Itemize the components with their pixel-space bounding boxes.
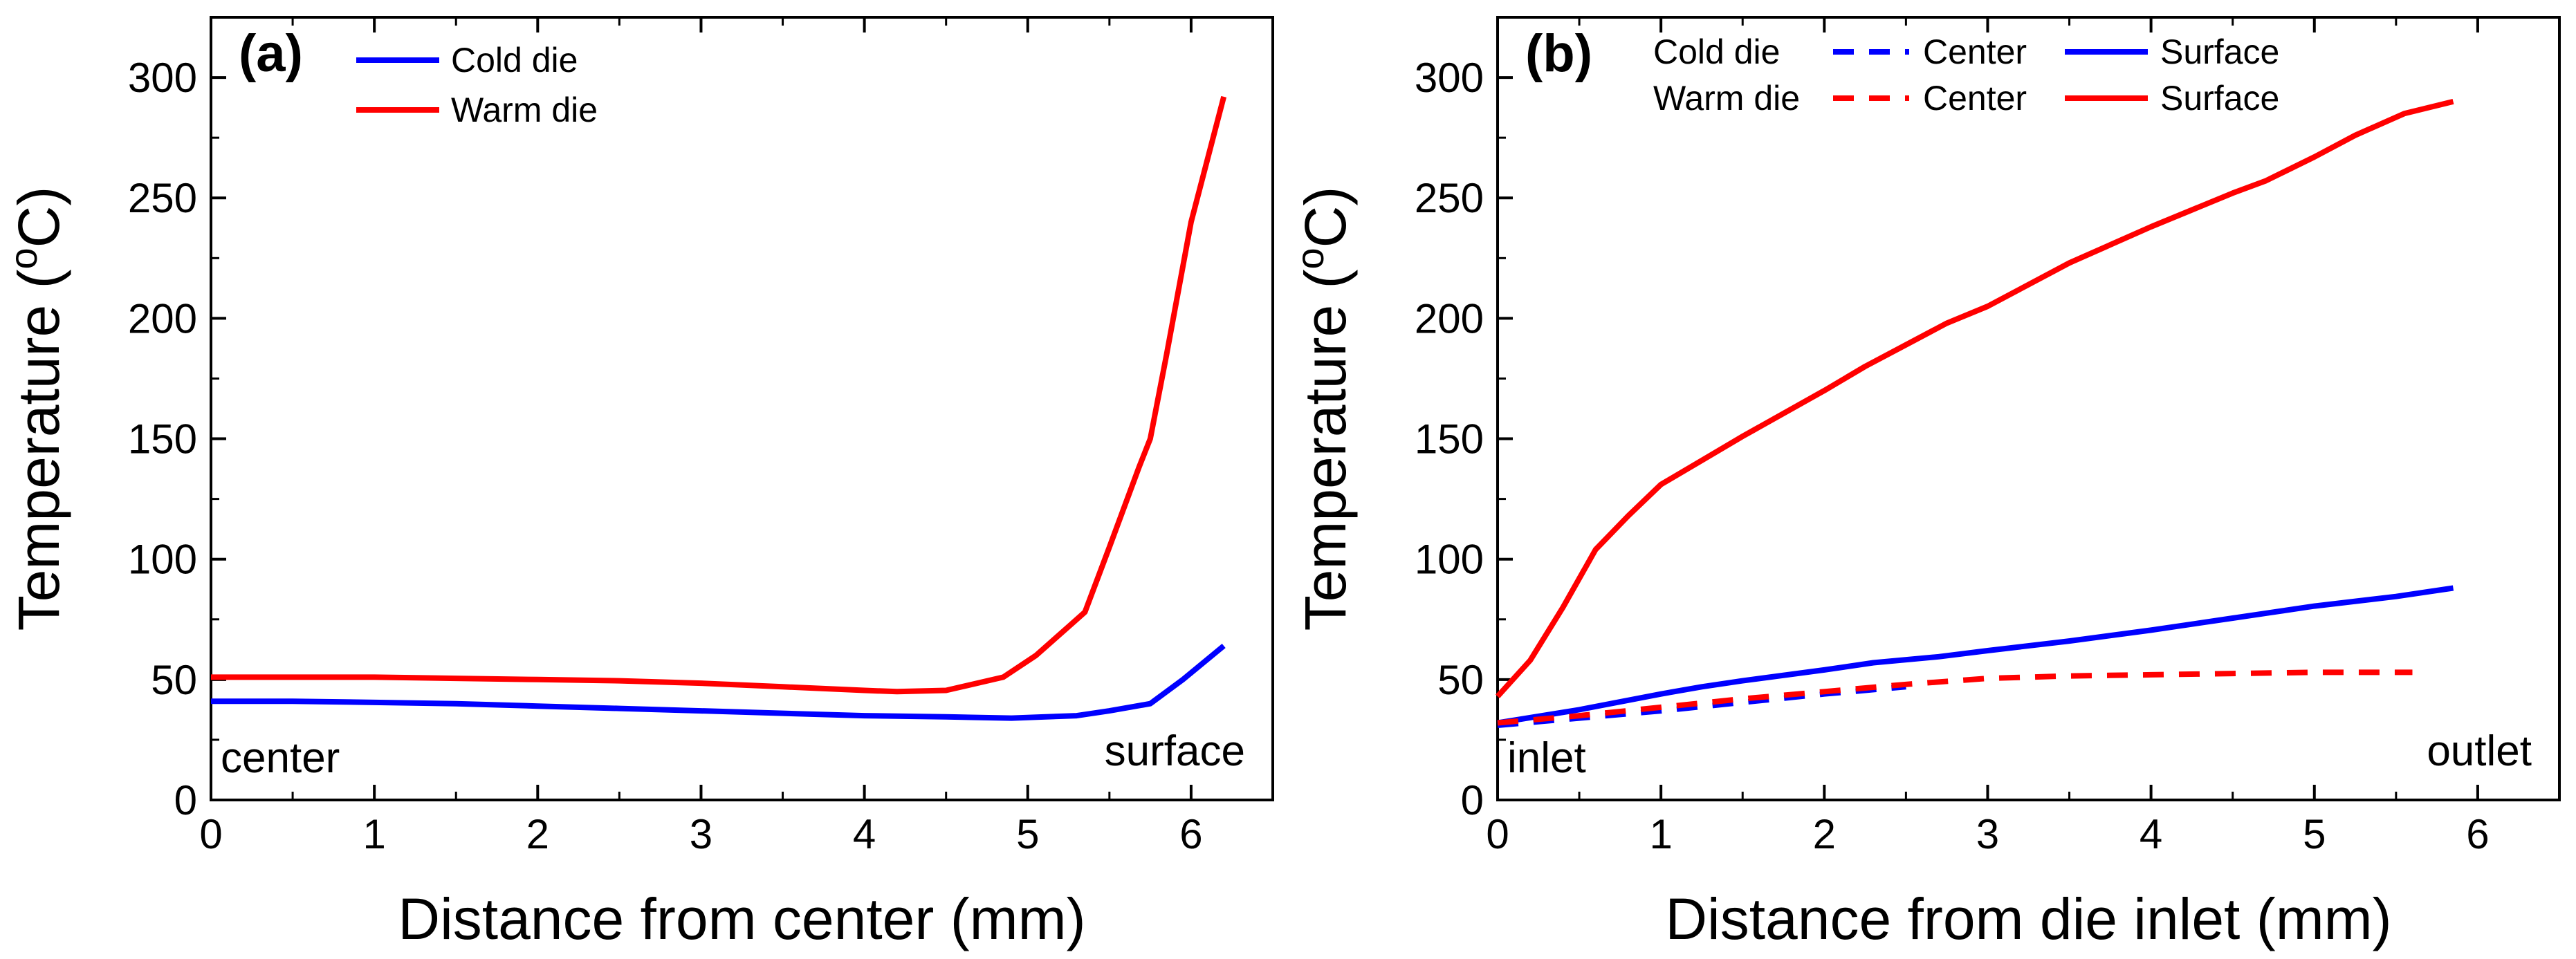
y-axis-title-main: Temperature (	[6, 269, 71, 631]
y-tick-label: 100	[1415, 537, 1484, 583]
y-tick-label: 150	[128, 416, 197, 463]
panel-a: 0 1 2 3 4 5 6 0 50 100 150 200 250 300 Distance from c…	[1, 16, 1274, 951]
y-tick-label: 50	[1437, 657, 1484, 703]
annotation-left: center	[221, 734, 340, 782]
x-tick-label: 0	[199, 811, 222, 857]
series-line-cold-die	[211, 644, 1226, 721]
legend-group-label: Cold die	[1653, 32, 1780, 71]
legend-center-label: Center	[1923, 79, 2027, 118]
legend-label: Warm die	[451, 91, 598, 129]
series-line-cold-die-center	[1497, 684, 1906, 728]
panel-b: 0 1 2 3 4 5 6 0 50 100 150 200 250 300 Distance from d…	[1288, 16, 2561, 951]
panel-label: (a)	[239, 24, 303, 83]
x-tick-label: 2	[526, 811, 549, 857]
legend-group-label: Warm die	[1653, 79, 1800, 118]
x-tick-label: 5	[1016, 811, 1039, 857]
legend-label: Cold die	[451, 41, 578, 80]
y-axis-title-unit: C)	[6, 187, 71, 248]
series-line-warm-die-center	[1497, 669, 2413, 726]
y-tick-label: 0	[174, 777, 197, 823]
x-tick-label: 3	[1976, 811, 1999, 857]
y-tick-label: 250	[128, 175, 197, 221]
annotation-left: inlet	[1507, 734, 1586, 782]
series-line-cold-die-surface	[1497, 585, 2454, 726]
x-tick-label: 4	[853, 811, 876, 857]
annotation-right: surface	[1105, 727, 1245, 775]
series-line-warm-die	[211, 95, 1227, 695]
legend-surface-label: Surface	[2160, 79, 2279, 118]
annotation-right: outlet	[2427, 727, 2532, 775]
x-tick-label: 4	[2140, 811, 2162, 857]
x-axis-title: Distance from die inlet (mm)	[1665, 886, 2391, 951]
y-tick-label: 300	[128, 55, 197, 101]
x-tick-label: 1	[362, 811, 385, 857]
legend-center-label: Center	[1923, 32, 2027, 71]
y-tick-label: 100	[128, 537, 197, 583]
y-axis-title-unit: C)	[1293, 187, 1358, 248]
x-tick-label: 0	[1486, 811, 1509, 857]
x-tick-label: 1	[1649, 811, 1672, 857]
panel-label: (b)	[1525, 24, 1592, 83]
x-tick-label: 6	[1179, 811, 1202, 857]
plot-frame	[210, 16, 1274, 801]
y-tick-label: 150	[1415, 416, 1484, 463]
x-tick-label: 6	[2466, 811, 2489, 857]
y-tick-label: 0	[1461, 777, 1484, 823]
plot-frame	[1496, 16, 2561, 801]
y-axis-title: Temperature (oC)	[1, 187, 71, 631]
y-tick-label: 200	[1415, 295, 1484, 342]
y-axis-title: Temperature (oC)	[1288, 187, 1358, 631]
y-tick-label: 200	[128, 295, 197, 342]
y-axis-title-degree: o	[1, 248, 45, 269]
y-tick-label: 50	[151, 657, 197, 703]
y-tick-label: 250	[1415, 175, 1484, 221]
series-line-warm-die-surface	[1496, 99, 2454, 698]
x-tick-label: 2	[1813, 811, 1836, 857]
y-axis-title-degree: o	[1288, 248, 1332, 269]
x-tick-label: 3	[690, 811, 712, 857]
x-tick-label: 5	[2303, 811, 2326, 857]
y-tick-label: 300	[1415, 55, 1484, 101]
legend-surface-label: Surface	[2160, 32, 2279, 71]
x-axis-title: Distance from center (mm)	[398, 886, 1085, 951]
y-axis-title-main: Temperature (	[1293, 269, 1358, 631]
